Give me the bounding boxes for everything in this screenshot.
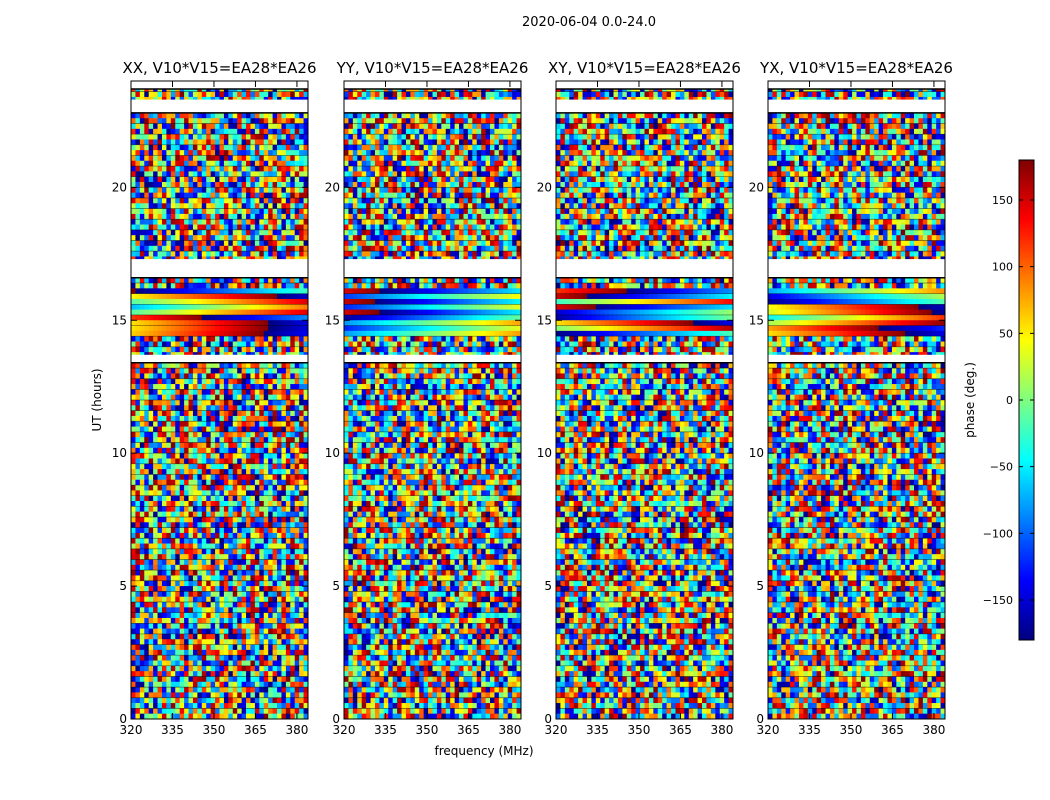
y-tick-label: 0 <box>756 712 764 726</box>
y-tick-label: 5 <box>119 579 127 593</box>
colorbar-tick-label: 50 <box>999 327 1013 340</box>
x-tick-label: 380 <box>285 723 308 737</box>
colorbar-tick-label: 150 <box>992 194 1013 207</box>
colorbar-tick-label: −50 <box>990 461 1013 474</box>
flagged-band <box>344 81 521 89</box>
x-tick-label: 365 <box>881 723 904 737</box>
panels-group: XX, V10*V15=EA28*EA26 320 335 350 365 380 0 5 10… <box>112 59 953 737</box>
colorbar-tick-label: 100 <box>992 261 1013 274</box>
flagged-band <box>344 354 521 363</box>
y-tick-label: 10 <box>325 446 340 460</box>
x-tick-label: 320 <box>545 723 568 737</box>
x-tick-label: 320 <box>120 723 143 737</box>
flagged-band <box>131 99 308 113</box>
x-tick-label: 335 <box>798 723 821 737</box>
y-tick-label: 10 <box>112 446 127 460</box>
flagged-band <box>768 354 945 363</box>
flagged-band <box>768 81 945 89</box>
y-tick-label: 10 <box>749 446 764 460</box>
phase-heatmap-xy <box>556 81 733 719</box>
flagged-band <box>556 81 733 89</box>
flagged-band <box>131 81 308 89</box>
figure-suptitle: 2020-06-04 0.0-24.0 <box>522 15 656 30</box>
y-tick-label: 20 <box>537 180 552 194</box>
phase-heatmap-yy <box>344 81 521 719</box>
x-tick-label: 335 <box>374 723 397 737</box>
x-tick-label: 380 <box>922 723 945 737</box>
y-tick-label: 10 <box>537 446 552 460</box>
colorbar-tick-label: −100 <box>983 527 1013 540</box>
y-tick-label: 15 <box>112 313 127 327</box>
x-tick-label: 365 <box>244 723 267 737</box>
y-tick-label: 20 <box>749 180 764 194</box>
flagged-band <box>131 259 308 278</box>
y-tick-label: 5 <box>544 579 552 593</box>
x-tick-label: 350 <box>416 723 439 737</box>
x-tick-label: 380 <box>498 723 521 737</box>
panel-title: XX, V10*V15=EA28*EA26 <box>122 59 316 77</box>
flagged-band <box>556 259 733 278</box>
flagged-band <box>344 259 521 278</box>
panel-frame <box>767 80 946 720</box>
y-tick-label: 0 <box>119 712 127 726</box>
flagged-band <box>768 99 945 113</box>
x-tick-label: 365 <box>669 723 692 737</box>
panel-frame <box>130 80 309 720</box>
x-tick-label: 320 <box>333 723 356 737</box>
panel-frame <box>555 80 734 720</box>
panel-frame <box>343 80 522 720</box>
x-tick-label: 350 <box>628 723 651 737</box>
colorbar: 150 100 50 0 −50 −100 −150 <box>983 159 1035 641</box>
flagged-band <box>768 259 945 278</box>
y-tick-label: 5 <box>332 579 340 593</box>
x-tick-label: 320 <box>757 723 780 737</box>
colorbar-tick-label: −150 <box>983 594 1013 607</box>
y-tick-label: 20 <box>325 180 340 194</box>
x-tick-label: 350 <box>203 723 226 737</box>
x-tick-label: 350 <box>840 723 863 737</box>
phase-heatmap-yx <box>768 81 945 719</box>
panel-yx: YX, V10*V15=EA28*EA26 320 335 350 365 380 0 5 10… <box>749 59 953 737</box>
y-tick-label: 15 <box>749 313 764 327</box>
panel-title: XY, V10*V15=EA28*EA26 <box>548 59 741 77</box>
colorbar-tick-label: 0 <box>1006 394 1013 407</box>
y-tick-label: 0 <box>544 712 552 726</box>
panel-yy: YY, V10*V15=EA28*EA26 320 335 350 365 380 0 5 10… <box>325 59 529 737</box>
y-tick-label: 20 <box>112 180 127 194</box>
phase-heatmap-xx <box>131 81 308 719</box>
panel-title: YX, V10*V15=EA28*EA26 <box>759 59 953 77</box>
x-tick-label: 380 <box>710 723 733 737</box>
panel-xx: XX, V10*V15=EA28*EA26 320 335 350 365 380 0 5 10… <box>112 59 317 737</box>
x-tick-label: 335 <box>586 723 609 737</box>
y-tick-label: 5 <box>756 579 764 593</box>
y-tick-label: 15 <box>325 313 340 327</box>
y-tick-label: 0 <box>332 712 340 726</box>
flagged-band <box>131 354 308 363</box>
flagged-band <box>344 99 521 113</box>
x-tick-label: 335 <box>161 723 184 737</box>
x-axis-label: frequency (MHz) <box>434 744 533 758</box>
y-tick-label: 15 <box>537 313 552 327</box>
flagged-band <box>556 99 733 113</box>
panel-xy: XY, V10*V15=EA28*EA26 320 335 350 365 380 0 5 10… <box>537 59 741 737</box>
x-tick-label: 365 <box>457 723 480 737</box>
panel-title: YY, V10*V15=EA28*EA26 <box>336 59 529 77</box>
flagged-band <box>556 354 733 363</box>
colorbar-label: phase (deg.) <box>963 362 977 438</box>
y-axis-label: UT (hours) <box>90 368 104 431</box>
